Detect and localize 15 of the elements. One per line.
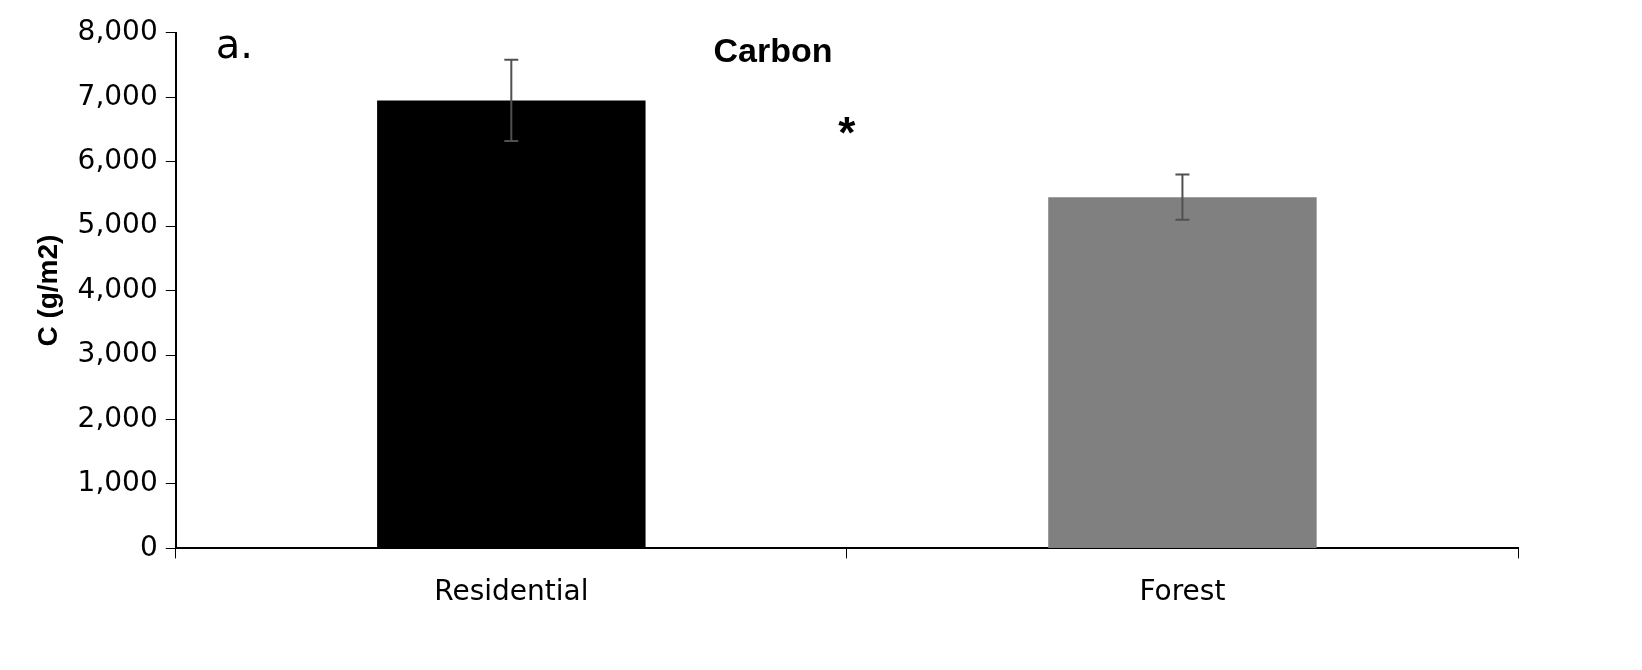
x-tick-label: Residential — [434, 574, 589, 608]
chart-title: Carbon — [713, 30, 833, 69]
y-tick-label: 4,000 — [77, 271, 158, 305]
y-tick-label: 1,000 — [77, 465, 158, 499]
annotation: * — [838, 107, 857, 157]
y-tick-label: 7,000 — [77, 78, 158, 112]
y-tick-label: 3,000 — [77, 336, 158, 370]
annotation: a. — [215, 20, 253, 67]
y-tick-label: 0 — [139, 529, 158, 563]
y-tick-label: 8,000 — [77, 14, 158, 48]
y-tick-label: 6,000 — [77, 142, 158, 176]
y-axis-title: C (g/m2) — [31, 234, 63, 347]
x-tick-label: Forest — [1139, 574, 1226, 608]
y-tick-label: 5,000 — [77, 207, 158, 241]
y-tick-label: 2,000 — [77, 400, 158, 434]
